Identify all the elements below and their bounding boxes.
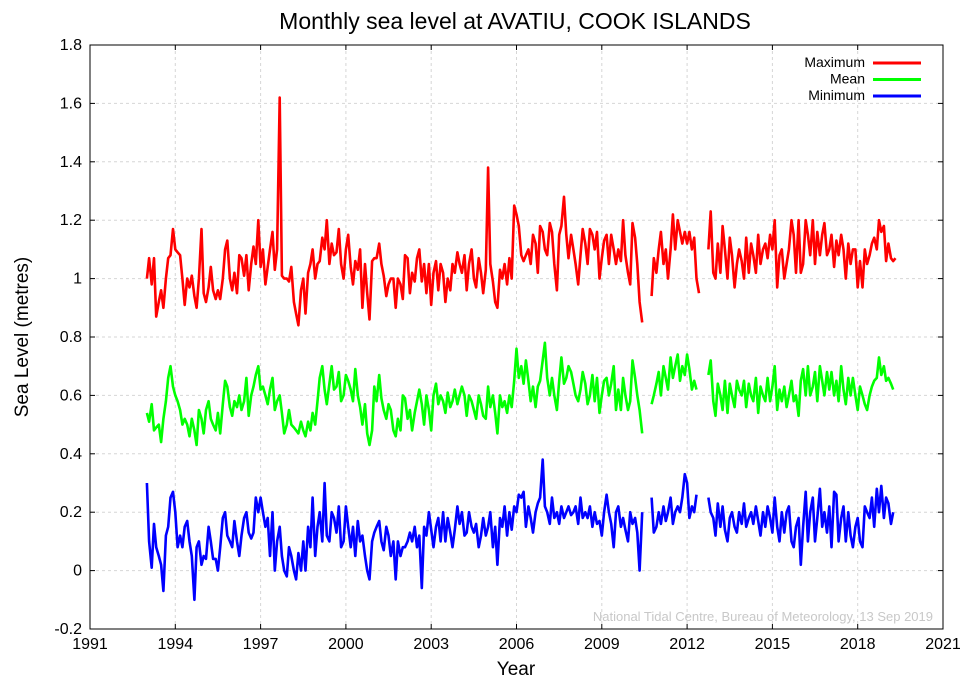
- x-tick-label: 2003: [413, 636, 449, 653]
- x-tick-label: 2012: [669, 636, 705, 653]
- y-tick-label: -0.2: [54, 621, 82, 638]
- x-tick-label: 2000: [328, 636, 364, 653]
- y-axis-label: Sea Level (metres): [12, 257, 33, 418]
- legend-label-maximum: Maximum: [804, 54, 865, 70]
- y-tick-label: 1.2: [60, 212, 82, 229]
- x-tick-label: 2009: [584, 636, 620, 653]
- y-axis: -0.2 0 0.2 0.4 0.6 0.8 1 1.2 1.4 1.6 1.8: [54, 37, 943, 638]
- x-axis-label: Year: [497, 659, 536, 680]
- y-tick-label: 1.8: [60, 37, 82, 54]
- x-tick-label: 1991: [72, 636, 108, 653]
- series-line-minimum: [145, 458, 895, 602]
- series-line-maximum: [145, 96, 897, 327]
- y-tick-label: 0.2: [60, 504, 82, 521]
- series-layer: [145, 96, 897, 602]
- x-tick-label: 2006: [499, 636, 535, 653]
- x-axis: 1991 1994 1997 2000 2003 2006 2009 2012 2015 2018…: [72, 45, 961, 653]
- x-tick-label: 2018: [840, 636, 876, 653]
- series-line-mean: [145, 341, 895, 447]
- y-tick-label: 0.4: [60, 446, 82, 463]
- y-tick-label: 1.4: [60, 154, 82, 171]
- x-tick-label: 1997: [243, 636, 279, 653]
- chart-title: Monthly sea level at AVATIU, COOK ISLAND…: [279, 8, 751, 34]
- y-tick-label: 1: [73, 271, 82, 288]
- y-tick-label: 0.6: [60, 387, 82, 404]
- y-tick-label: 0: [73, 563, 82, 580]
- y-tick-label: 1.6: [60, 95, 82, 112]
- x-tick-label: 2021: [925, 636, 961, 653]
- legend-label-mean: Mean: [830, 71, 865, 87]
- y-tick-label: 0.8: [60, 329, 82, 346]
- credit-annotation: National Tidal Centre, Bureau of Meteoro…: [593, 609, 933, 624]
- x-tick-label: 1994: [158, 636, 194, 653]
- x-tick-label: 2015: [755, 636, 791, 653]
- legend-label-minimum: Minimum: [808, 87, 865, 103]
